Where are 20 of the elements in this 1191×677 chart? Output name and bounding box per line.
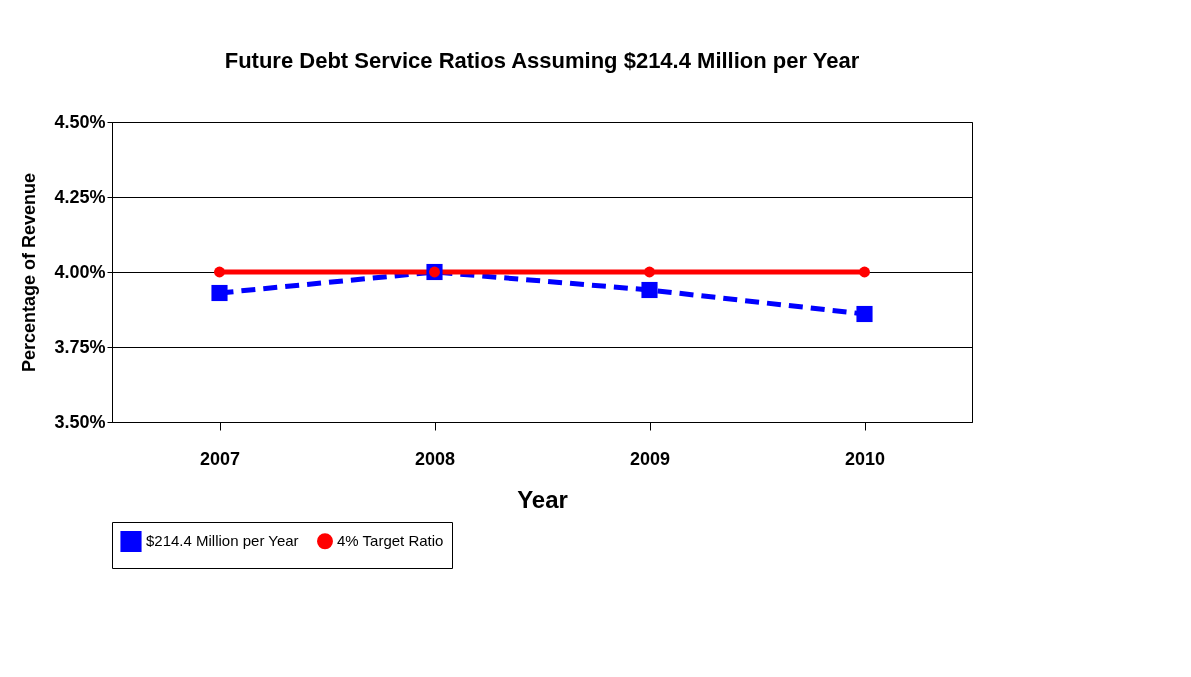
point: [641, 281, 658, 299]
x-tick-label: 2007: [199, 448, 241, 469]
x-axis-title: Year: [517, 485, 568, 513]
y-tick-label: 4.00%: [54, 261, 106, 282]
x-tick-label: 2010: [844, 448, 886, 469]
point: [211, 284, 228, 302]
point: [856, 305, 873, 323]
x-tick-label: 2008: [414, 448, 456, 469]
y-tick-label: 4.25%: [54, 186, 106, 207]
point: [859, 266, 870, 278]
y-tick-label: 4.50%: [54, 111, 106, 132]
legend-label: 4% Target Ratio: [337, 532, 444, 550]
legend-label: $214.4 Million per Year: [146, 532, 299, 550]
y-tick-label: 3.75%: [54, 336, 106, 357]
point: [644, 266, 655, 278]
point: [214, 266, 225, 278]
y-tick-label: 3.50%: [54, 411, 106, 432]
y-axis-title: Percentage of Revenue: [19, 172, 40, 373]
x-tick-label: 2009: [629, 448, 671, 469]
chart-title: Future Debt Service Ratios Assuming $214.4 Million per Year: [224, 48, 860, 73]
